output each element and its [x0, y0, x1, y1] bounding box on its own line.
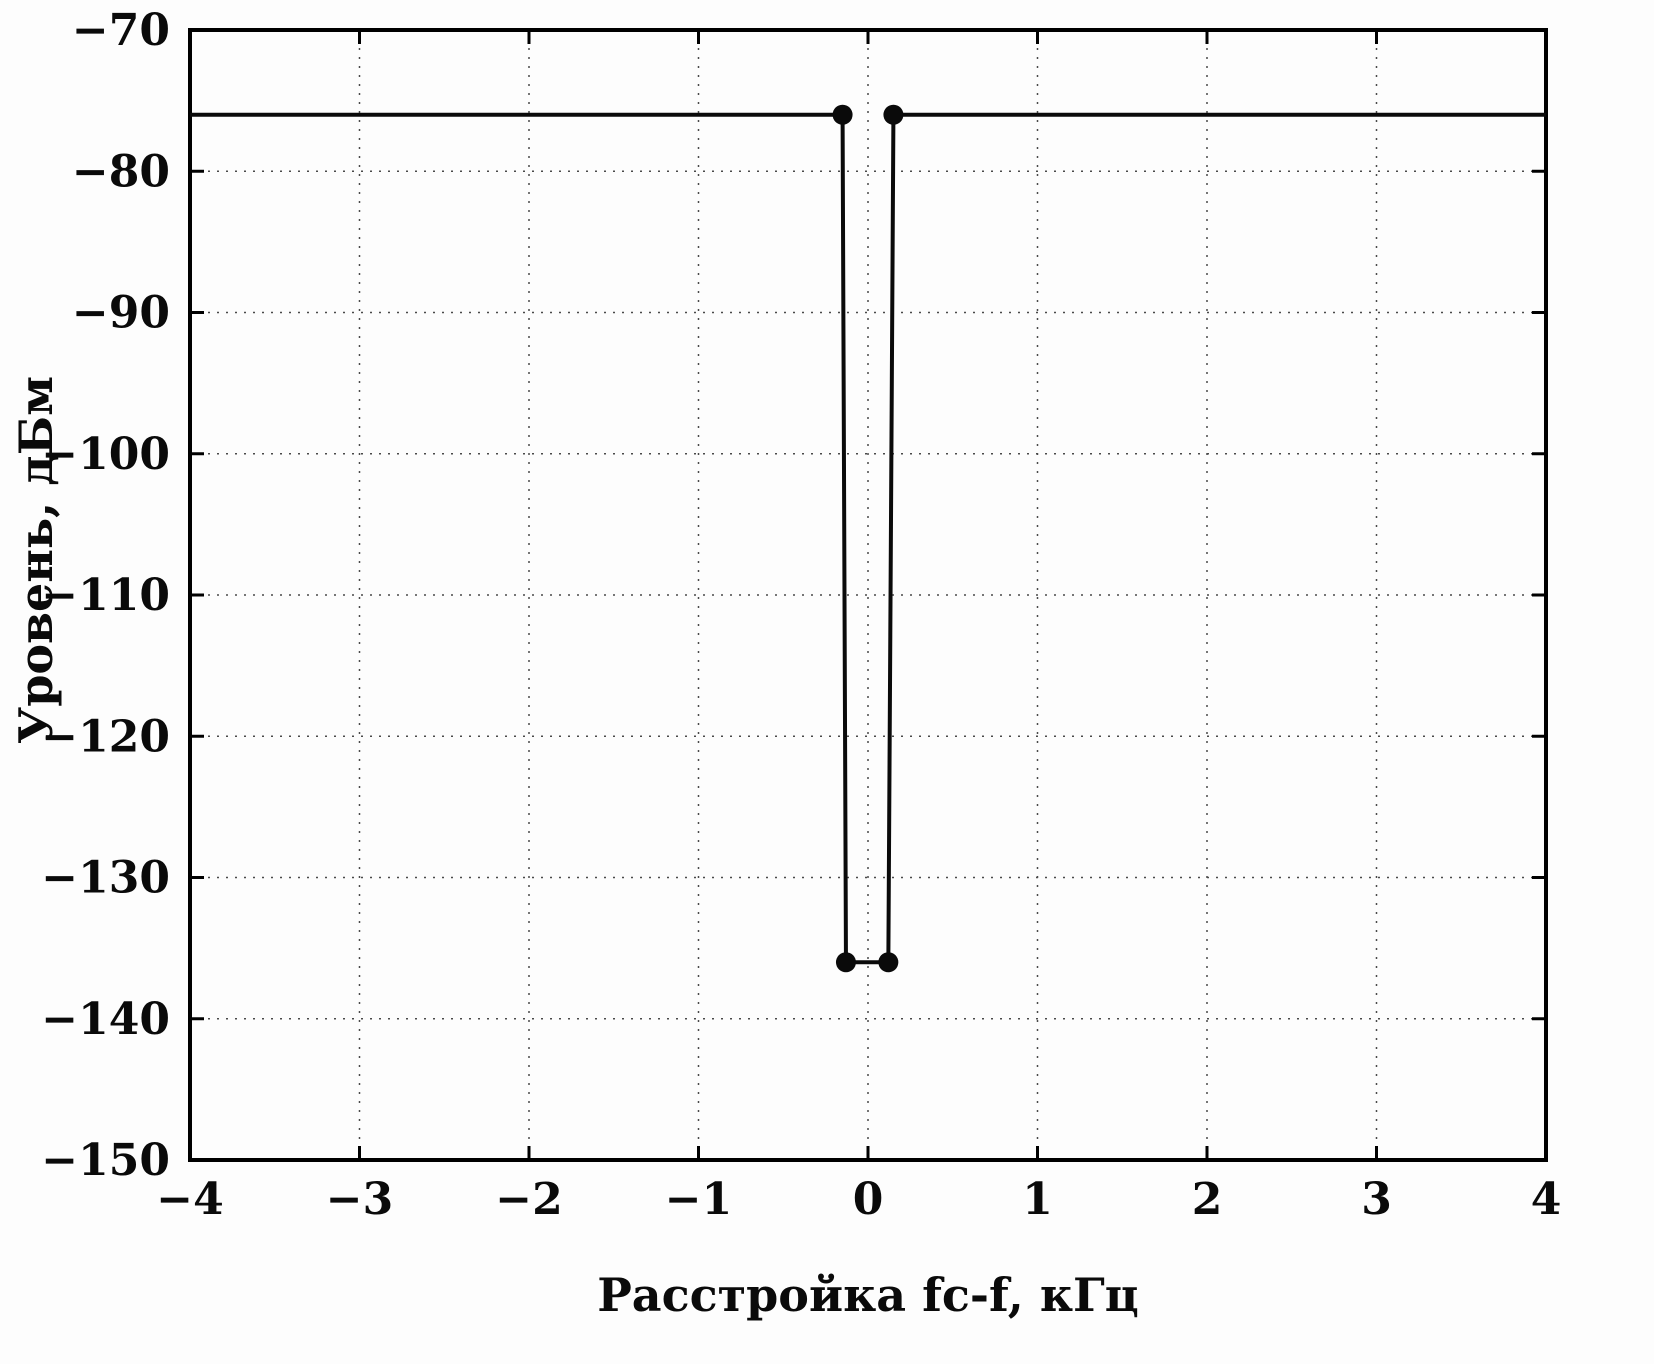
- x-tick-label: 1: [1022, 1174, 1053, 1225]
- x-tick-label: 0: [853, 1174, 884, 1225]
- y-tick-label: −80: [72, 146, 170, 197]
- y-axis-label: Уровень, дБм: [9, 375, 63, 745]
- x-tick-label: −1: [665, 1174, 732, 1225]
- x-tick-label: −2: [495, 1174, 562, 1225]
- x-tick-label: 2: [1192, 1174, 1223, 1225]
- y-tick-label: −110: [41, 570, 170, 621]
- y-tick-label: −100: [41, 429, 170, 480]
- y-tick-label: −70: [72, 5, 170, 56]
- data-marker: [878, 952, 899, 973]
- y-tick-label: −150: [41, 1135, 170, 1186]
- y-tick-label: −140: [41, 994, 170, 1045]
- y-tick-label: −120: [41, 711, 170, 762]
- data-marker: [832, 104, 853, 125]
- plot-frame: [188, 28, 1548, 1162]
- series-line: [190, 112, 1546, 965]
- data-marker: [835, 952, 856, 973]
- x-axis-label: Расстройка fc-f, кГц: [597, 1268, 1139, 1322]
- x-tick-label: −3: [326, 1174, 393, 1225]
- y-tick-label: −130: [41, 853, 170, 904]
- x-tick-label: −4: [156, 1174, 223, 1225]
- x-tick-label: 4: [1531, 1174, 1562, 1225]
- y-tick-label: −90: [72, 288, 170, 339]
- data-marker: [883, 104, 904, 125]
- x-tick-label: 3: [1361, 1174, 1392, 1225]
